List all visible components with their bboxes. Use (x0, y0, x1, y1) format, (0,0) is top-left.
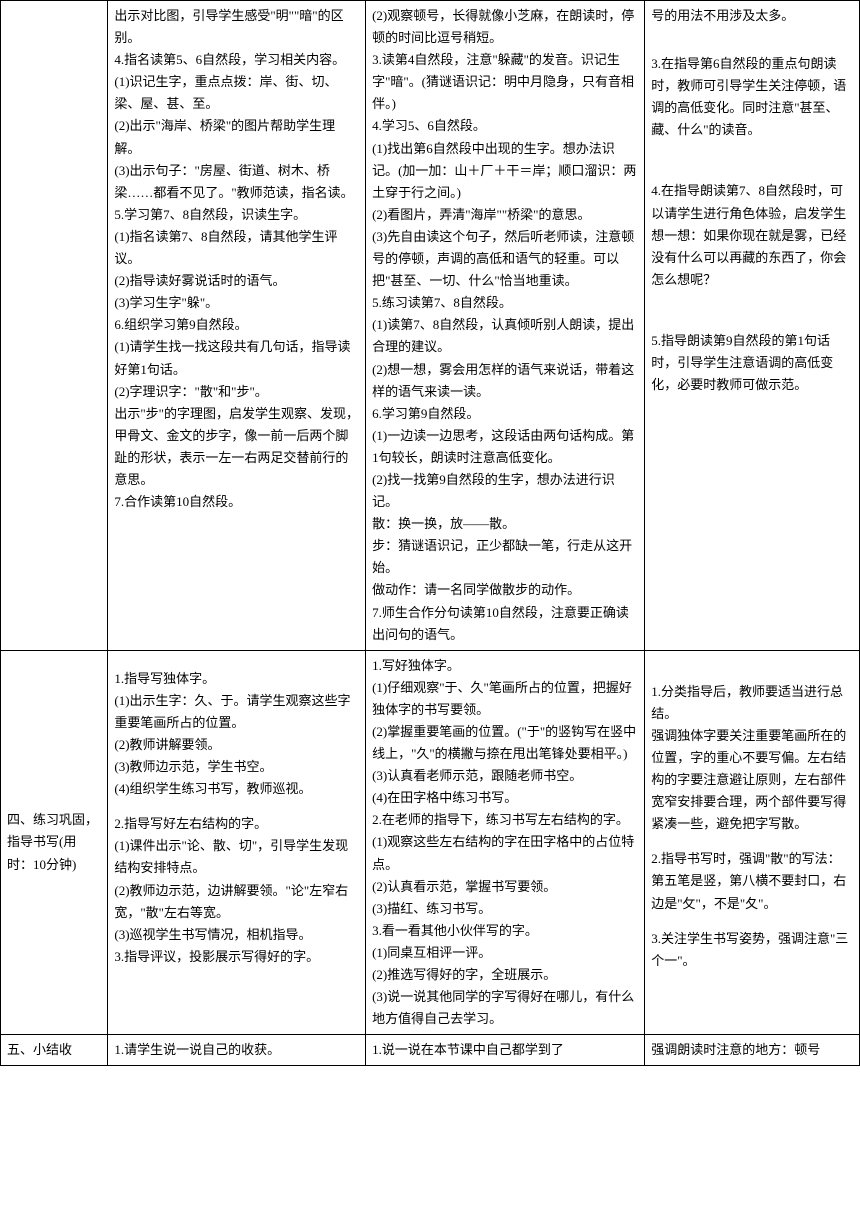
text-line (114, 800, 359, 813)
text-line (651, 154, 853, 167)
text-line: (3)说一说其他同学的字写得好在哪儿，有什么地方值得自己去学习。 (372, 986, 638, 1030)
text-line: (2)推选写得好的字，全班展示。 (372, 964, 638, 986)
text-line: (1)课件出示"论、散、切"，引导学生发现结构安排特点。 (114, 835, 359, 879)
text-line: 3.关注学生书写姿势，强调注意"三个一"。 (651, 928, 853, 972)
text-line: 4.指名读第5、6自然段，学习相关内容。 (114, 49, 359, 71)
text-line: (1)请学生找一找这段共有几句话，指导读好第1句话。 (114, 336, 359, 380)
cell-section (1, 1, 108, 651)
text-line (651, 40, 853, 53)
text-line: (1)出示生字：久、于。请学生观察这些字重要笔画所占的位置。 (114, 690, 359, 734)
table-row: 出示对比图，引导学生感受"明""暗"的区别。4.指名读第5、6自然段，学习相关内… (1, 1, 860, 651)
text-line: (2)教师边示范，边讲解要领。"论"左窄右宽，"散"左右等宽。 (114, 880, 359, 924)
text-line (651, 317, 853, 330)
text-line: (1)读第7、8自然段，认真倾听别人朗读，提出合理的建议。 (372, 314, 638, 358)
table-row: 五、小结收 1.请学生说一说自己的收获。 1.说一说在本节课中自己都学到了 强调… (1, 1035, 860, 1066)
text-line: (1)仔细观察"于、久"笔画所占的位置，把握好独体字的书写要领。 (372, 677, 638, 721)
text-line: (2)出示"海岸、桥梁"的图片帮助学生理解。 (114, 115, 359, 159)
text-line: 3.在指导第6自然段的重点句朗读时，教师可引导学生关注停顿，语调的高低变化。同时… (651, 53, 853, 141)
text-line: (2)指导读好雾说话时的语气。 (114, 270, 359, 292)
text-line: (2)教师讲解要领。 (114, 734, 359, 756)
cell-notes: 强调朗读时注意的地方：顿号 (645, 1035, 860, 1066)
text-line: 出示对比图，引导学生感受"明""暗"的区别。 (114, 5, 359, 49)
text-line (651, 668, 853, 681)
text-line: 做动作：请一名同学做散步的动作。 (372, 579, 638, 601)
text-line: (3)认真看老师示范，跟随老师书空。 (372, 765, 638, 787)
text-line (651, 655, 853, 668)
text-line: 强调独体字要关注重要笔画所在的位置，字的重心不要写偏。左右结构的字要注意避让原则… (651, 725, 853, 835)
text-line: (2)看图片，弄清"海岸""桥梁"的意思。 (372, 204, 638, 226)
text-line: (1)一边读一边思考，这段话由两句话构成。第1句较长，朗读时注意高低变化。 (372, 425, 638, 469)
text-line: (4)组织学生练习书写，教师巡视。 (114, 778, 359, 800)
text-line: 2.指导书写时，强调"散"的写法： 第五笔是竖，第八横不要封口，右边是"攵"，不… (651, 848, 853, 914)
text-line (651, 291, 853, 304)
text-line: 步：猜谜语识记，正少都缺一笔，行走从这开始。 (372, 535, 638, 579)
text-line: 3.指导评议，投影展示写得好的字。 (114, 946, 359, 968)
text-line: 5.学习第7、8自然段，识读生字。 (114, 204, 359, 226)
text-line (651, 167, 853, 180)
text-line: 4.在指导朗读第7、8自然段时，可以请学生进行角色体验，启发学生想一想：如果你现… (651, 180, 853, 290)
cell-section: 四、练习巩固，指导书写(用时：10分钟) (1, 650, 108, 1035)
cell-teacher-activity: 1.请学生说一说自己的收获。 (108, 1035, 366, 1066)
text-line: (1)同桌互相评一评。 (372, 942, 638, 964)
text-line: 2.指导写好左右结构的字。 (114, 813, 359, 835)
cell-student-activity: 1.写好独体字。(1)仔细观察"于、久"笔画所占的位置，把握好独体字的书写要领。… (366, 650, 645, 1035)
text-line: 7.合作读第10自然段。 (114, 491, 359, 513)
text-line: (3)出示句子："房屋、街道、树木、桥梁……都看不见了。"教师范读，指名读。 (114, 160, 359, 204)
text-line: 1.指导写独体字。 (114, 668, 359, 690)
text-line: (3)描红、练习书写。 (372, 898, 638, 920)
cell-student-activity: (2)观察顿号，长得就像小芝麻，在朗读时，停顿的时间比逗号稍短。3.读第4自然段… (366, 1, 645, 651)
text-line: (3)教师边示范，学生书空。 (114, 756, 359, 778)
text-line (651, 915, 853, 928)
text-line: (1)指名读第7、8自然段，请其他学生评议。 (114, 226, 359, 270)
text-line (651, 141, 853, 154)
text-line: 号的用法不用涉及太多。 (651, 5, 853, 27)
text-line: (3)巡视学生书写情况，相机指导。 (114, 924, 359, 946)
text-line: (1)找出第6自然段中出现的生字。想办法识记。(加一加：山＋厂＋干＝岸；顺口溜识… (372, 138, 638, 204)
cell-student-activity: 1.说一说在本节课中自己都学到了 (366, 1035, 645, 1066)
text-line: (1)观察这些左右结构的字在田字格中的占位特点。 (372, 831, 638, 875)
text-line: 1.分类指导后，教师要适当进行总结。 (651, 681, 853, 725)
text-line (114, 655, 359, 668)
text-line: 3.读第4自然段，注意"躲藏"的发音。识记生字"暗"。(猜谜语识记：明中月隐身，… (372, 49, 638, 115)
text-line: (3)学习生字"躲"。 (114, 292, 359, 314)
table-row: 四、练习巩固，指导书写(用时：10分钟) 1.指导写独体字。(1)出示生字：久、… (1, 650, 860, 1035)
text-line: (4)在田字格中练习书写。 (372, 787, 638, 809)
text-line (651, 835, 853, 848)
lesson-plan-table: 出示对比图，引导学生感受"明""暗"的区别。4.指名读第5、6自然段，学习相关内… (0, 0, 860, 1066)
text-line: 散：换一换，放——散。 (372, 513, 638, 535)
text-line: 2.在老师的指导下，练习书写左右结构的字。 (372, 809, 638, 831)
cell-section: 五、小结收 (1, 1035, 108, 1066)
text-line: (2)掌握重要笔画的位置。("于"的竖钩写在竖中线上，"久"的横撇与捺在甩出笔锋… (372, 721, 638, 765)
cell-teacher-activity: 出示对比图，引导学生感受"明""暗"的区别。4.指名读第5、6自然段，学习相关内… (108, 1, 366, 651)
cell-notes: 号的用法不用涉及太多。 3.在指导第6自然段的重点句朗读时，教师可引导学生关注停… (645, 1, 860, 651)
text-line: (2)认真看示范，掌握书写要领。 (372, 876, 638, 898)
text-line: 出示"步"的字理图，启发学生观察、发现，甲骨文、金文的步字，像一前一后两个脚趾的… (114, 403, 359, 491)
text-line (651, 304, 853, 317)
text-line: (1)识记生字，重点点拨：岸、街、切、梁、屋、甚、至。 (114, 71, 359, 115)
text-line: (3)先自由读这个句子，然后听老师读，注意顿号的停顿，声调的高低和语气的轻重。可… (372, 226, 638, 292)
text-line: 6.组织学习第9自然段。 (114, 314, 359, 336)
cell-notes: 1.分类指导后，教师要适当进行总结。强调独体字要关注重要笔画所在的位置，字的重心… (645, 650, 860, 1035)
text-line: 1.写好独体字。 (372, 655, 638, 677)
text-line: 6.学习第9自然段。 (372, 403, 638, 425)
text-line: 5.指导朗读第9自然段的第1句话时，引导学生注意语调的高低变化，必要时教师可做示… (651, 330, 853, 396)
text-line: 7.师生合作分句读第10自然段，注意要正确读出问句的语气。 (372, 602, 638, 646)
text-line: (2)找一找第9自然段的生字，想办法进行识记。 (372, 469, 638, 513)
cell-teacher-activity: 1.指导写独体字。(1)出示生字：久、于。请学生观察这些字重要笔画所占的位置。(… (108, 650, 366, 1035)
text-line: (2)想一想，雾会用怎样的语气来说话，带着这样的语气来读一读。 (372, 359, 638, 403)
text-line: 4.学习5、6自然段。 (372, 115, 638, 137)
text-line: 3.看一看其他小伙伴写的字。 (372, 920, 638, 942)
text-line: 5.练习读第7、8自然段。 (372, 292, 638, 314)
text-line (651, 27, 853, 40)
text-line: (2)字理识字："散"和"步"。 (114, 381, 359, 403)
text-line: (2)观察顿号，长得就像小芝麻，在朗读时，停顿的时间比逗号稍短。 (372, 5, 638, 49)
